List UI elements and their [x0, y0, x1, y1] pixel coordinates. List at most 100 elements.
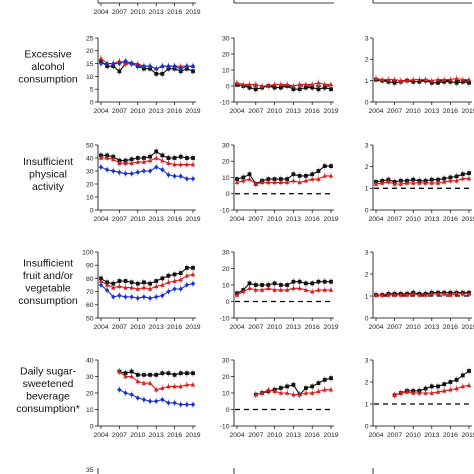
data-point [329, 279, 333, 284]
data-point [423, 390, 428, 395]
x-tick-label: 2010 [267, 108, 282, 115]
series-line [376, 292, 469, 296]
y-tick-label: 30 [222, 249, 230, 256]
x-tick-label: 2007 [387, 216, 402, 223]
y-tick-label: 25 [86, 35, 94, 42]
row-label-line: Daily sugar- [20, 365, 77, 377]
x-tick-label: 2004 [93, 9, 108, 16]
data-point [435, 389, 441, 394]
y-tick-label: 2 [365, 164, 369, 171]
series-line [100, 60, 194, 75]
data-point [117, 369, 122, 374]
data-point [117, 160, 122, 165]
y-tick-label: 60 [86, 302, 94, 309]
data-point [141, 294, 147, 300]
x-tick-label: 2013 [424, 216, 439, 223]
data-point [291, 382, 296, 387]
y-tick-label: 1 [365, 186, 369, 193]
x-tick-label: 2019 [461, 216, 474, 223]
series-3 [117, 386, 196, 409]
data-point [178, 371, 183, 376]
data-point [404, 389, 410, 394]
data-point [104, 61, 110, 66]
data-point [316, 176, 321, 181]
data-point [386, 292, 391, 297]
data-point [166, 156, 171, 160]
data-point [322, 279, 327, 284]
x-tick-label: 2004 [368, 108, 383, 115]
data-point [448, 387, 453, 392]
data-point [386, 179, 391, 184]
data-point [328, 387, 334, 392]
y-tick-label: 0 [90, 99, 94, 106]
y-tick-label: 0 [365, 207, 369, 214]
data-point [297, 279, 302, 284]
data-point [322, 287, 327, 292]
y-tick-label: 0 [226, 299, 230, 306]
data-point [328, 173, 334, 178]
data-point [373, 76, 379, 81]
data-point [373, 292, 379, 297]
x-tick-label: 2016 [443, 108, 458, 115]
x-tick-label: 2010 [130, 216, 145, 223]
x-tick-label: 2007 [387, 108, 402, 115]
panel-r3-c3: 0123200420072010201320162019 [365, 249, 474, 331]
y-tick-label: 0 [90, 423, 94, 430]
panel-r1-c2: -10 0 10 20 30 2004 2007 2010 2013 2016 2019 [220, 35, 339, 115]
x-tick-label: 2019 [461, 432, 474, 439]
row-label-line: Excessive [24, 49, 71, 61]
data-point [141, 168, 147, 174]
data-point [117, 61, 122, 66]
data-point [147, 168, 153, 174]
data-point [310, 172, 315, 177]
data-point [329, 376, 333, 381]
data-point [98, 61, 104, 66]
data-point [259, 287, 265, 292]
data-point [442, 77, 447, 82]
x-tick-label: 2010 [267, 432, 282, 439]
data-point [129, 369, 134, 374]
data-point [272, 179, 277, 185]
y-tick-label: 30 [222, 35, 230, 42]
data-point [160, 282, 165, 287]
data-point [266, 179, 271, 185]
data-point [454, 80, 459, 85]
data-point [423, 292, 428, 297]
data-point [166, 400, 171, 406]
data-point [466, 382, 472, 388]
x-tick-label: 2004 [368, 432, 383, 439]
y-tick-label: 0 [90, 207, 94, 214]
row-label-line: Insufficient [23, 257, 73, 269]
data-point [448, 77, 453, 82]
data-point [429, 291, 434, 296]
data-point [160, 293, 165, 298]
panel-r4-c3: 0123200420072010201320162019 [365, 357, 474, 439]
data-point [291, 392, 296, 397]
y-tick-label: 0 [226, 191, 230, 198]
y-tick-label: 20 [86, 390, 94, 397]
series-line [236, 83, 332, 90]
data-point [423, 77, 428, 82]
data-point [184, 402, 190, 407]
x-tick-label: 2007 [248, 432, 263, 439]
data-point [466, 291, 472, 296]
series-line [375, 79, 470, 84]
data-point [266, 387, 271, 392]
data-point [172, 272, 177, 277]
data-point [466, 176, 472, 181]
data-point [423, 386, 428, 391]
series-line [376, 293, 469, 296]
data-point [172, 156, 177, 160]
data-point [191, 265, 195, 270]
data-point [247, 82, 252, 87]
data-point [411, 77, 416, 82]
data-point [253, 287, 258, 292]
x-tick-label: 2013 [149, 324, 164, 331]
data-point [404, 78, 410, 83]
data-point [123, 160, 128, 165]
data-point [117, 279, 122, 283]
y-tick-label: 20 [86, 181, 94, 188]
data-point [190, 162, 196, 167]
data-point [154, 71, 159, 76]
data-point [129, 171, 134, 176]
